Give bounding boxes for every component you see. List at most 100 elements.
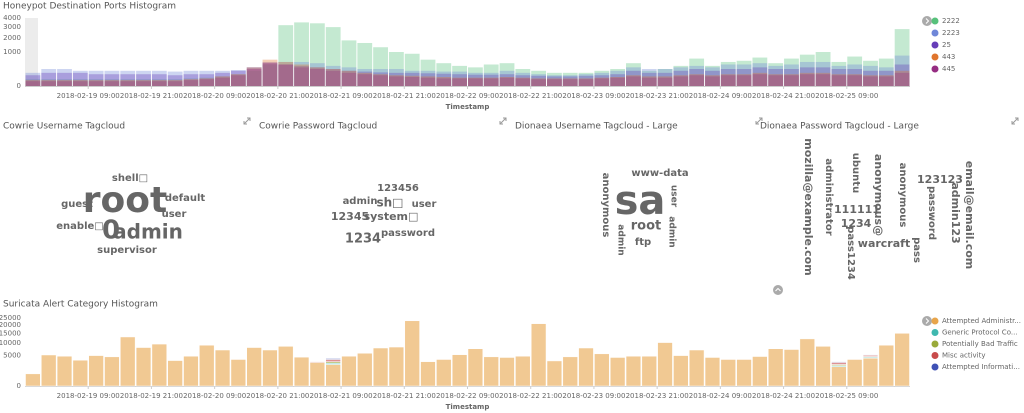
- tag-word: password: [926, 186, 937, 240]
- bar: [499, 77, 515, 86]
- bar: [799, 61, 815, 86]
- bar: [136, 70, 151, 86]
- bar: [388, 346, 405, 387]
- legend-swatch: [931, 352, 939, 359]
- bar: [657, 69, 673, 86]
- legend-toggle[interactable]: [922, 16, 932, 326]
- tag-word: admin: [343, 196, 378, 207]
- bar: [894, 55, 910, 86]
- bar: [468, 74, 483, 86]
- x-tick-label: 2018-02-19 09:00: [57, 392, 120, 400]
- bar: [294, 64, 309, 86]
- legend-swatch: [931, 65, 939, 73]
- expand-icons[interactable]: [243, 117, 1019, 125]
- bar: [831, 75, 847, 86]
- bar: [499, 70, 515, 86]
- bar: [847, 56, 863, 86]
- x-tick-label: 2018-02-21 21:00: [373, 92, 436, 100]
- bar: [515, 355, 531, 387]
- x-tick-label: 2018-02-22 09:00: [436, 92, 499, 100]
- bar: [41, 69, 57, 86]
- bar: [862, 357, 879, 387]
- bar: [499, 63, 515, 86]
- bar: [88, 355, 104, 387]
- y-tick-label: 10000: [0, 339, 21, 347]
- bar: [88, 79, 104, 86]
- bar: [215, 70, 230, 86]
- bar: [41, 80, 57, 86]
- bar: [531, 79, 547, 86]
- x-tick-label: 2018-02-20 09:00: [183, 92, 246, 100]
- bar: [388, 76, 404, 86]
- bar: [626, 76, 641, 86]
- bar: [420, 361, 436, 387]
- bar: [515, 69, 531, 86]
- bar: [230, 74, 246, 86]
- bar: [199, 78, 215, 86]
- legend-label[interactable]: 25: [942, 41, 951, 49]
- bar: [341, 72, 357, 86]
- x-tick-label: 2018-02-20 21:00: [246, 92, 309, 100]
- bar: [357, 72, 373, 86]
- bar: [847, 69, 863, 86]
- bar: [625, 355, 642, 387]
- bar: [610, 70, 626, 86]
- legend-label[interactable]: 445: [942, 65, 955, 73]
- tag-word: admin123: [949, 182, 962, 243]
- bar: [246, 70, 262, 86]
- bar: [262, 61, 278, 86]
- bar: [278, 64, 294, 86]
- bar: [214, 349, 231, 387]
- bar: [641, 72, 657, 86]
- bar: [120, 74, 136, 86]
- legend-label[interactable]: 443: [942, 53, 955, 61]
- bar: [610, 74, 626, 86]
- bar: [151, 81, 167, 86]
- tag-word: ubuntu: [850, 153, 861, 193]
- bar: [262, 59, 278, 86]
- tag-word: 123456: [377, 183, 419, 194]
- legend-label[interactable]: 2222: [942, 17, 960, 25]
- bar: [768, 74, 784, 86]
- bar: [705, 67, 720, 86]
- tag-word: 1234: [345, 232, 381, 247]
- bar: [768, 63, 784, 86]
- legend-label[interactable]: Generic Protocol Co...: [942, 329, 1018, 337]
- legend-label[interactable]: Attempted Informati...: [942, 363, 1020, 371]
- bar: [25, 373, 41, 387]
- legend-label[interactable]: Attempted Administr...: [942, 317, 1021, 325]
- bar: [436, 63, 452, 86]
- bar: [167, 75, 183, 86]
- legend-label[interactable]: Misc activity: [942, 352, 986, 360]
- bar: [325, 69, 341, 86]
- legend-label[interactable]: Potentially Bad Traffic: [942, 340, 1018, 348]
- collapse-button[interactable]: [773, 285, 783, 295]
- bar: [483, 72, 499, 86]
- bar: [657, 72, 673, 86]
- tag-word: pass: [911, 237, 922, 263]
- tag-word: ftp: [635, 237, 651, 248]
- y-tick-label: 3000: [3, 23, 21, 31]
- bar: [373, 75, 388, 86]
- bar: [325, 358, 341, 360]
- panel-title: Dionaea Password Tagcloud - Large: [760, 122, 919, 132]
- bar: [436, 77, 452, 86]
- bar: [689, 65, 705, 86]
- bar: [199, 79, 215, 86]
- legend-swatch: [931, 363, 939, 371]
- tag-word: user: [412, 199, 437, 210]
- legend-label[interactable]: 2223: [942, 29, 960, 37]
- bar: [436, 73, 452, 86]
- x-tick-label: 2018-02-22 09:00: [436, 392, 499, 400]
- tag-word: www-data: [631, 168, 688, 179]
- bar: [452, 78, 467, 86]
- x-tick-label: 2018-02-20 09:00: [183, 392, 246, 400]
- bar: [41, 81, 57, 86]
- bar: [736, 69, 752, 86]
- bar: [626, 75, 641, 86]
- bar: [309, 67, 325, 86]
- bar: [136, 79, 151, 86]
- bar: [215, 76, 230, 86]
- bar: [483, 74, 499, 86]
- bar: [578, 74, 594, 86]
